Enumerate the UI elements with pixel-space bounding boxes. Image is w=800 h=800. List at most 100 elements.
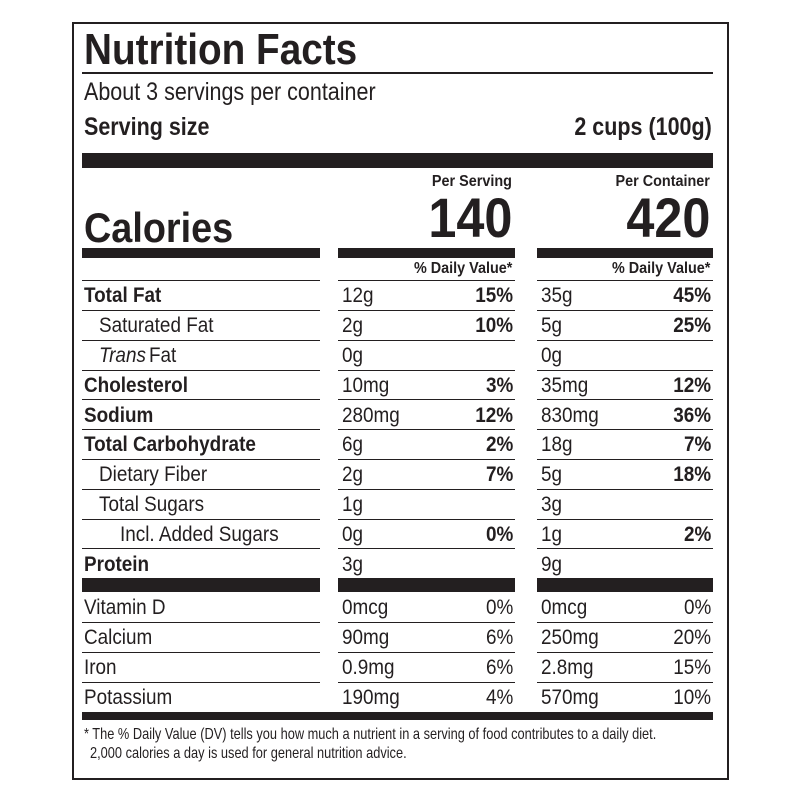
daily-value: 0%: [683, 596, 711, 620]
rule: [537, 459, 713, 460]
rule: [537, 429, 713, 430]
rule: [537, 489, 713, 490]
rule: [338, 622, 515, 623]
nutrient-name: Vitamin D: [84, 596, 166, 620]
daily-value: 36%: [673, 403, 711, 427]
calories-value: 140: [427, 185, 512, 249]
rule: [537, 310, 713, 311]
rule: [82, 459, 320, 460]
servings: About 3 servings per container: [84, 77, 376, 106]
amount: 18g: [541, 433, 573, 457]
amount: 3g: [541, 492, 563, 516]
dv-header: % Daily Value*: [611, 259, 710, 277]
rule: [82, 489, 320, 490]
nutrient-name: Iron: [84, 656, 117, 680]
rule: [338, 310, 515, 311]
rule: [82, 652, 320, 653]
rule: [338, 399, 515, 400]
thick-rule: [82, 712, 713, 720]
rule: [82, 548, 320, 549]
daily-value: 10%: [475, 314, 513, 338]
amount: 190mg: [342, 686, 400, 710]
amount: 5g: [541, 463, 563, 487]
rule: [82, 429, 320, 430]
amount: 0mcg: [342, 596, 389, 620]
rule: [338, 429, 515, 430]
daily-value: 45%: [673, 284, 711, 308]
daily-value: 2%: [683, 522, 711, 546]
daily-value: 25%: [673, 314, 711, 338]
rule: [82, 682, 320, 683]
amount: 90mg: [342, 626, 390, 650]
rule: [338, 280, 515, 281]
daily-value: 12%: [475, 403, 513, 427]
amount: 830mg: [541, 403, 599, 427]
thick-rule: [82, 153, 713, 168]
rule: [82, 370, 320, 371]
nutrient-name: Potassium: [84, 686, 173, 710]
rule: [537, 548, 713, 549]
amount: 35g: [541, 284, 573, 308]
daily-value: 6%: [485, 626, 513, 650]
rule: [82, 519, 320, 520]
rule: [338, 459, 515, 460]
daily-value: 4%: [485, 686, 513, 710]
daily-value: 6%: [485, 656, 513, 680]
amount: 0g: [342, 522, 364, 546]
nutrient-name: Total Sugars: [99, 492, 205, 516]
amount: 0.9mg: [342, 656, 395, 680]
daily-value: 0%: [485, 596, 513, 620]
amount: 2g: [342, 314, 364, 338]
column-head: Per Serving: [431, 172, 512, 190]
amount: 1g: [342, 492, 364, 516]
daily-value: 20%: [673, 626, 711, 650]
rule: [338, 652, 515, 653]
daily-value: 0%: [485, 522, 513, 546]
rule: [338, 548, 515, 549]
amount: 3g: [342, 552, 364, 576]
thick-rule: [82, 248, 320, 258]
rule: [82, 310, 320, 311]
rule: [537, 682, 713, 683]
title: Nutrition Facts: [84, 25, 358, 75]
amount: 1g: [541, 522, 563, 546]
rule: [338, 370, 515, 371]
rule: [338, 519, 515, 520]
amount: 570mg: [541, 686, 599, 710]
nutrient-name: Fat: [149, 343, 177, 367]
footnote: 2,000 calories a day is used for general…: [90, 744, 407, 762]
nutrient-name: Cholesterol: [84, 373, 188, 397]
daily-value: 3%: [485, 373, 513, 397]
rule: [82, 72, 713, 74]
thick-rule: [338, 248, 515, 258]
amount: 6g: [342, 433, 364, 457]
nutrient-name: Sodium: [84, 403, 154, 427]
nutrient-name: Dietary Fiber: [99, 463, 208, 487]
rule: [82, 280, 320, 281]
daily-value: 10%: [673, 686, 711, 710]
serving-size-label: Serving size: [84, 112, 210, 141]
calories-label: Calories: [84, 203, 234, 251]
rule: [338, 489, 515, 490]
dv-header: % Daily Value*: [413, 259, 512, 277]
rule: [537, 370, 713, 371]
nutrient-name: Total Fat: [84, 284, 162, 308]
thick-rule: [338, 578, 515, 592]
daily-value: 12%: [673, 373, 711, 397]
rule: [82, 622, 320, 623]
amount: 280mg: [342, 403, 400, 427]
calories-value: 420: [625, 185, 710, 249]
amount: 2.8mg: [541, 656, 594, 680]
amount: 9g: [541, 552, 563, 576]
rule: [338, 340, 515, 341]
footnote: * The % Daily Value (DV) tells you how m…: [84, 725, 657, 743]
amount: 0g: [342, 343, 364, 367]
nutrient-name: Trans: [99, 343, 146, 367]
amount: 5g: [541, 314, 563, 338]
thick-rule: [537, 248, 713, 258]
nutrient-name: Saturated Fat: [99, 314, 214, 338]
nutrient-name: Protein: [84, 552, 150, 576]
amount: 250mg: [541, 626, 599, 650]
daily-value: 18%: [673, 463, 711, 487]
